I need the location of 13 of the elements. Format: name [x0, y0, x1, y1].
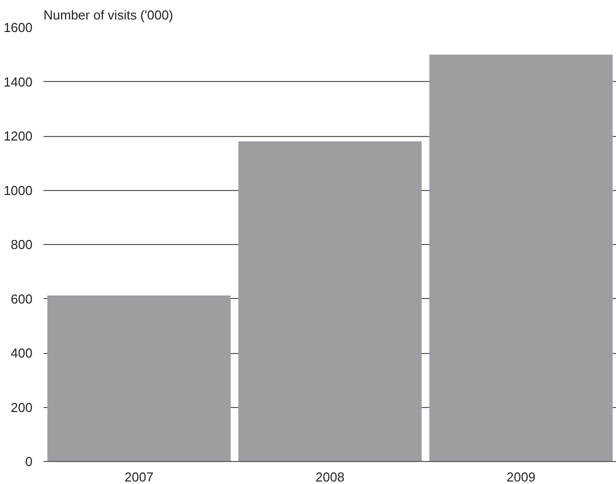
x-tick-label: 2007	[124, 470, 154, 484]
x-tick-label: 2009	[506, 470, 536, 484]
y-tick-label: 1000	[4, 182, 32, 198]
y-tick-label: 200	[10, 400, 33, 415]
y-tick-label: 400	[10, 346, 33, 360]
x-tick-label: 2008	[316, 470, 344, 484]
y-tick-label: 1600	[4, 20, 32, 35]
y-tick-label: 800	[10, 237, 33, 252]
y-tick-label: 1200	[4, 128, 32, 144]
y-tick-label: 600	[10, 291, 33, 306]
y-tick-label: 1400	[4, 74, 32, 90]
y-axis-title: Number of visits ('000)	[44, 8, 174, 22]
y-tick-label: 0	[25, 454, 33, 469]
